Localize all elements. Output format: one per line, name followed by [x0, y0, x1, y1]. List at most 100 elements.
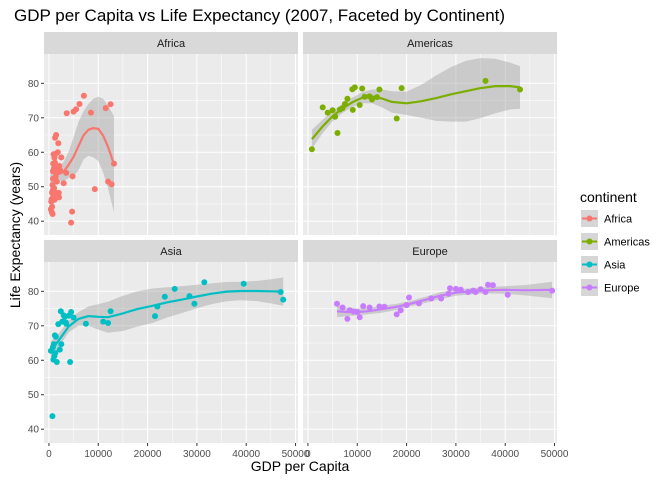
confidence-band: [311, 58, 520, 149]
x-tick-label: 30000: [442, 449, 470, 460]
facet-strip-label: Asia: [160, 246, 182, 258]
legend-label: Europe: [604, 283, 639, 295]
facet-strip: [303, 240, 557, 262]
x-tick-label: 40000: [232, 449, 260, 460]
data-point: [54, 149, 61, 156]
data-point: [351, 84, 358, 91]
x-tick-label: 50000: [541, 449, 569, 460]
x-tick-label: 20000: [134, 449, 162, 460]
data-point: [319, 104, 326, 111]
data-point: [107, 101, 114, 108]
data-point: [58, 341, 65, 348]
x-tick-label: 0: [46, 449, 52, 460]
smooth-line: [311, 84, 521, 140]
data-point: [171, 285, 178, 292]
y-tick-label: 40: [28, 425, 40, 436]
legend-item-americas: Americas: [581, 233, 650, 250]
confidence-band: [50, 96, 114, 213]
facet-asia: Asia 40 50 60 70 80 0 10000 20000 30000 40000 50000: [28, 240, 310, 460]
data-point: [376, 303, 383, 310]
data-point: [376, 86, 383, 93]
data-point: [52, 333, 59, 340]
y-tick-label: 70: [28, 321, 40, 332]
data-point: [349, 106, 356, 113]
data-point: [366, 304, 373, 311]
legend-key-point: [586, 284, 593, 291]
data-point: [91, 186, 98, 193]
legend-label: Africa: [604, 214, 633, 226]
data-point: [56, 163, 63, 169]
data-point: [56, 194, 62, 201]
data-point: [82, 320, 89, 327]
data-point: [58, 154, 65, 161]
legend-label: Americas: [604, 237, 650, 249]
data-point: [161, 293, 168, 300]
data-point: [452, 285, 459, 292]
legend-key-point: [586, 215, 593, 222]
data-point: [191, 300, 198, 307]
legend-item-asia: Asia: [581, 256, 626, 273]
data-point: [369, 96, 375, 103]
data-point: [393, 115, 400, 122]
data-point: [102, 105, 109, 112]
smooth-line: [336, 288, 553, 314]
data-point: [393, 311, 400, 318]
data-point: [201, 279, 208, 286]
facet-strip-label: Europe: [412, 246, 447, 258]
data-point: [55, 189, 62, 196]
data-point: [49, 413, 56, 420]
legend-title: continent: [580, 189, 637, 205]
data-point: [53, 132, 60, 138]
facet-africa: Africa 40 50 60 70 80: [28, 32, 298, 235]
x-tick-label: 40000: [491, 449, 519, 460]
data-point: [485, 281, 491, 288]
data-point: [324, 109, 331, 116]
data-point: [67, 359, 74, 365]
x-tick-label: 10000: [343, 449, 371, 460]
data-point: [51, 185, 58, 192]
legend-item-africa: Africa: [581, 210, 633, 227]
data-point: [339, 304, 346, 311]
data-point: [107, 308, 114, 315]
data-point: [344, 315, 351, 322]
data-point: [360, 303, 367, 310]
y-tick-label: 80: [28, 79, 40, 90]
data-point: [63, 320, 70, 327]
data-point: [70, 314, 77, 321]
data-point: [447, 285, 453, 292]
data-point: [344, 95, 351, 102]
facet-strip: [44, 32, 298, 54]
facet-americas: Americas: [303, 32, 557, 235]
y-tick-label: 40: [28, 217, 40, 228]
panel-background: [44, 54, 298, 235]
confidence-band: [50, 277, 284, 361]
data-point: [53, 178, 60, 185]
x-tick-label: 50000: [282, 449, 310, 460]
data-point: [308, 146, 315, 153]
legend-key-point: [586, 238, 593, 245]
panel-background: [44, 262, 298, 443]
data-point: [68, 219, 75, 226]
x-tick-label: 30000: [183, 449, 211, 460]
data-point: [60, 180, 67, 187]
legend: continent Africa Americas Asia Europe: [580, 189, 650, 296]
data-point: [359, 85, 366, 92]
data-point: [49, 203, 56, 210]
data-point: [438, 295, 445, 302]
legend-item-europe: Europe: [581, 279, 639, 296]
data-point: [397, 307, 404, 314]
data-point: [55, 140, 62, 147]
data-point: [53, 359, 60, 365]
data-point: [334, 130, 341, 136]
y-tick-label: 70: [28, 113, 40, 124]
data-point: [152, 313, 158, 320]
y-tick-label: 50: [28, 390, 40, 401]
y-tick-label: 60: [28, 356, 40, 367]
smooth-line: [50, 289, 284, 352]
chart-title: GDP per Capita vs Life Expectancy (2007,…: [14, 6, 505, 25]
data-point: [489, 282, 496, 289]
facet-strip: [44, 240, 298, 262]
data-point: [49, 211, 56, 217]
data-point: [280, 296, 287, 303]
